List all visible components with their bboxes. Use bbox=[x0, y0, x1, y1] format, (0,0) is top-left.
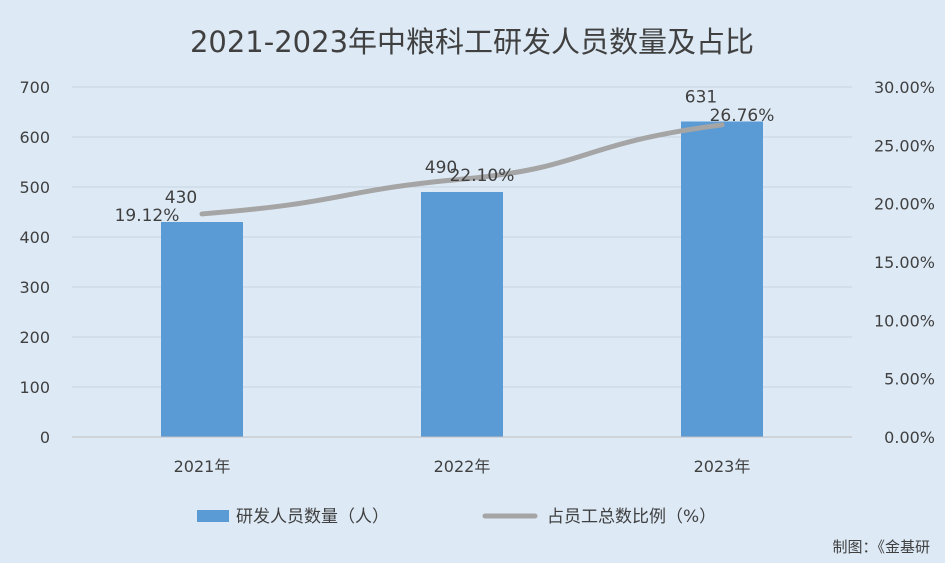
left-tick-label: 400 bbox=[19, 228, 50, 247]
bar-data-labels: 430 490 631 bbox=[165, 88, 717, 209]
bar-value-label: 631 bbox=[685, 88, 717, 108]
line-series bbox=[199, 122, 725, 217]
bar-series bbox=[161, 121, 763, 437]
bar-value-label: 430 bbox=[165, 188, 197, 208]
right-y-axis: 0.00% 5.00% 10.00% 15.00% 20.00% 25.00% 30.00% bbox=[874, 78, 935, 447]
right-tick-label: 15.00% bbox=[874, 253, 935, 272]
legend-bar-label: 研发人员数量（人） bbox=[236, 507, 389, 527]
legend-line-label: 占员工总数比例（%） bbox=[547, 507, 716, 527]
x-tick-label: 2023年 bbox=[694, 457, 751, 476]
right-tick-label: 5.00% bbox=[884, 370, 935, 389]
line-value-label: 19.12% bbox=[115, 206, 180, 226]
line-point bbox=[460, 177, 464, 181]
left-tick-label: 300 bbox=[19, 278, 50, 297]
x-tick-label: 2021年 bbox=[174, 457, 231, 476]
left-tick-label: 200 bbox=[19, 328, 50, 347]
line-data-labels: 19.12% 22.10% 26.76% bbox=[115, 106, 775, 226]
line-value-label: 26.76% bbox=[710, 106, 775, 126]
left-tick-label: 600 bbox=[19, 128, 50, 147]
legend-bar-swatch bbox=[197, 510, 229, 522]
left-tick-label: 700 bbox=[19, 78, 50, 97]
x-axis: 2021年 2022年 2023年 bbox=[72, 436, 852, 476]
line-value-label: 22.10% bbox=[450, 166, 515, 186]
chart-title: 2021-2023年中粮科工研发人员数量及占比 bbox=[190, 25, 754, 59]
source-note: 制图：《金基研 bbox=[832, 538, 930, 556]
line-point bbox=[200, 212, 204, 216]
right-tick-label: 10.00% bbox=[874, 311, 935, 330]
left-tick-label: 500 bbox=[19, 178, 50, 197]
bar bbox=[421, 192, 503, 437]
right-tick-label: 25.00% bbox=[874, 136, 935, 155]
right-tick-label: 20.00% bbox=[874, 195, 935, 214]
left-tick-label: 0 bbox=[40, 428, 50, 447]
bar bbox=[681, 121, 763, 437]
bar bbox=[161, 222, 243, 437]
right-tick-label: 30.00% bbox=[874, 78, 935, 97]
right-tick-label: 0.00% bbox=[884, 428, 935, 447]
line-point bbox=[720, 123, 724, 127]
legend: 研发人员数量（人） 占员工总数比例（%） bbox=[197, 507, 716, 527]
left-y-axis: 0 100 200 300 400 500 600 700 bbox=[19, 78, 50, 447]
x-tick-label: 2022年 bbox=[434, 457, 491, 476]
left-tick-label: 100 bbox=[19, 378, 50, 397]
bar-value-label: 490 bbox=[425, 158, 457, 178]
